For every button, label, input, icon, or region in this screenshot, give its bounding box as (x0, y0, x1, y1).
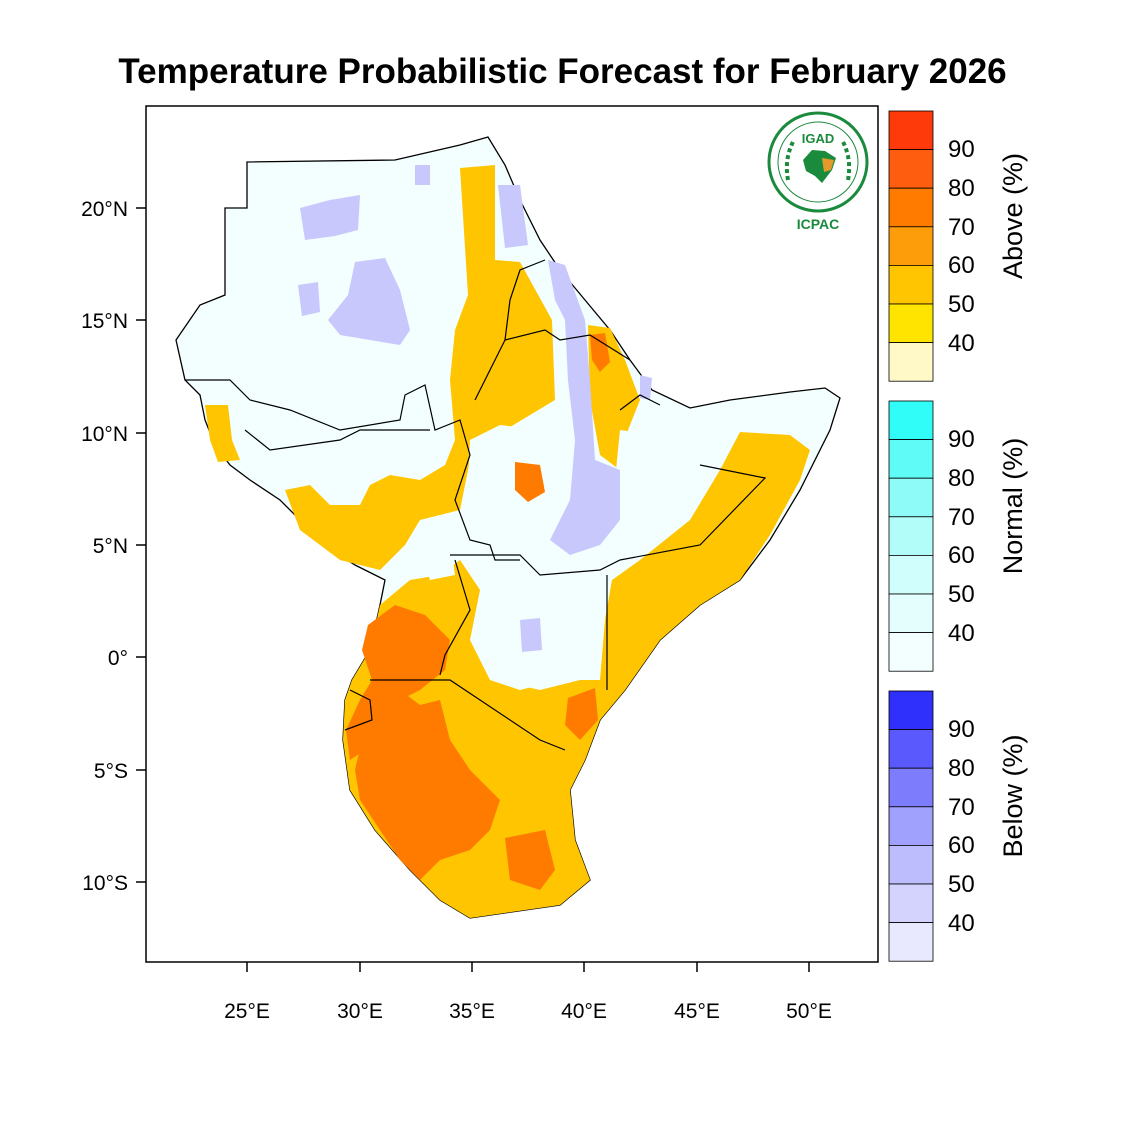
map-region (175, 136, 841, 919)
colorbar-label: 90 (948, 136, 975, 163)
colorbar-above: 90 80 70 60 50 40 Above (%) (888, 110, 1028, 382)
colorbar-label: 80 (948, 755, 975, 782)
lat-tick-label: 10°N (81, 423, 128, 446)
lon-tick-label: 50°E (786, 1000, 832, 1023)
colorbar-label: 40 (948, 330, 975, 357)
lon-tick-label: 25°E (224, 1000, 270, 1023)
lat-tick-label: 5°N (93, 535, 128, 558)
colorbar-label: 90 (948, 426, 975, 453)
above-70-region (515, 462, 545, 502)
igad-logo: IGAD ICPAC (767, 111, 869, 232)
above-70-region (505, 830, 555, 890)
colorbar-label: 50 (948, 871, 975, 898)
colorbar-label: 60 (948, 832, 975, 859)
above-70-region (590, 333, 610, 372)
normal-patch (468, 425, 555, 530)
colorbar-below: 90 80 70 60 50 40 Below (%) (888, 690, 1028, 962)
colorbar-title-below: Below (%) (998, 734, 1028, 857)
below-40-patch (328, 258, 410, 345)
colorbar-label: 90 (948, 716, 975, 743)
axis-ticks (136, 207, 810, 972)
colorbar-label: 70 (948, 794, 975, 821)
colorbar-label: 80 (948, 175, 975, 202)
lon-tick-label: 45°E (674, 1000, 720, 1023)
map-title: Temperature Probabilistic Forecast for F… (118, 52, 1007, 91)
normal-patch (615, 430, 710, 530)
lat-tick-label: 10°S (82, 872, 128, 895)
normal-patch (420, 540, 455, 580)
lat-tick-labels: 20°N 15°N 10°N 5°N 0° 5°S 10°S (81, 198, 128, 895)
lon-tick-labels: 25°E 30°E 35°E 40°E 45°E 50°E (224, 1000, 832, 1023)
colorbar-normal: 90 80 70 60 50 40 Normal (%) (888, 400, 1028, 672)
below-40-patch (520, 618, 542, 652)
below-40-patch (415, 165, 430, 185)
lat-tick-label: 20°N (81, 198, 128, 221)
above-50-region (205, 405, 240, 462)
colorbar-label: 50 (948, 291, 975, 318)
above-50-region (285, 165, 555, 570)
colorbar-label: 40 (948, 620, 975, 647)
colorbar-label: 60 (948, 542, 975, 569)
below-40-patch (300, 195, 360, 240)
colorbar-label: 60 (948, 252, 975, 279)
below-40-patch (640, 375, 652, 400)
country-borders (185, 259, 767, 751)
below-40-patch (298, 282, 320, 316)
lon-tick-label: 35°E (449, 1000, 495, 1023)
colorbar-title-above: Above (%) (998, 153, 1028, 279)
below-40-patch (548, 260, 620, 555)
lat-tick-label: 0° (108, 647, 128, 670)
colorbar-label: 40 (948, 910, 975, 937)
logo-top-text: IGAD (802, 131, 835, 146)
colorbar-label: 50 (948, 581, 975, 608)
colorbar-label: 70 (948, 214, 975, 241)
colorbar-title-normal: Normal (%) (998, 438, 1028, 575)
colorbar-label: 80 (948, 465, 975, 492)
lon-tick-label: 30°E (337, 1000, 383, 1023)
colorbar-label: 70 (948, 504, 975, 531)
below-40-patch (498, 185, 528, 248)
logo-bottom-text: ICPAC (797, 216, 840, 232)
lat-tick-label: 5°S (94, 760, 128, 783)
lat-tick-label: 15°N (81, 310, 128, 333)
above-70-region (355, 690, 500, 880)
lon-tick-label: 40°E (561, 1000, 607, 1023)
normal-patch (480, 570, 605, 690)
above-70-region (565, 688, 598, 740)
